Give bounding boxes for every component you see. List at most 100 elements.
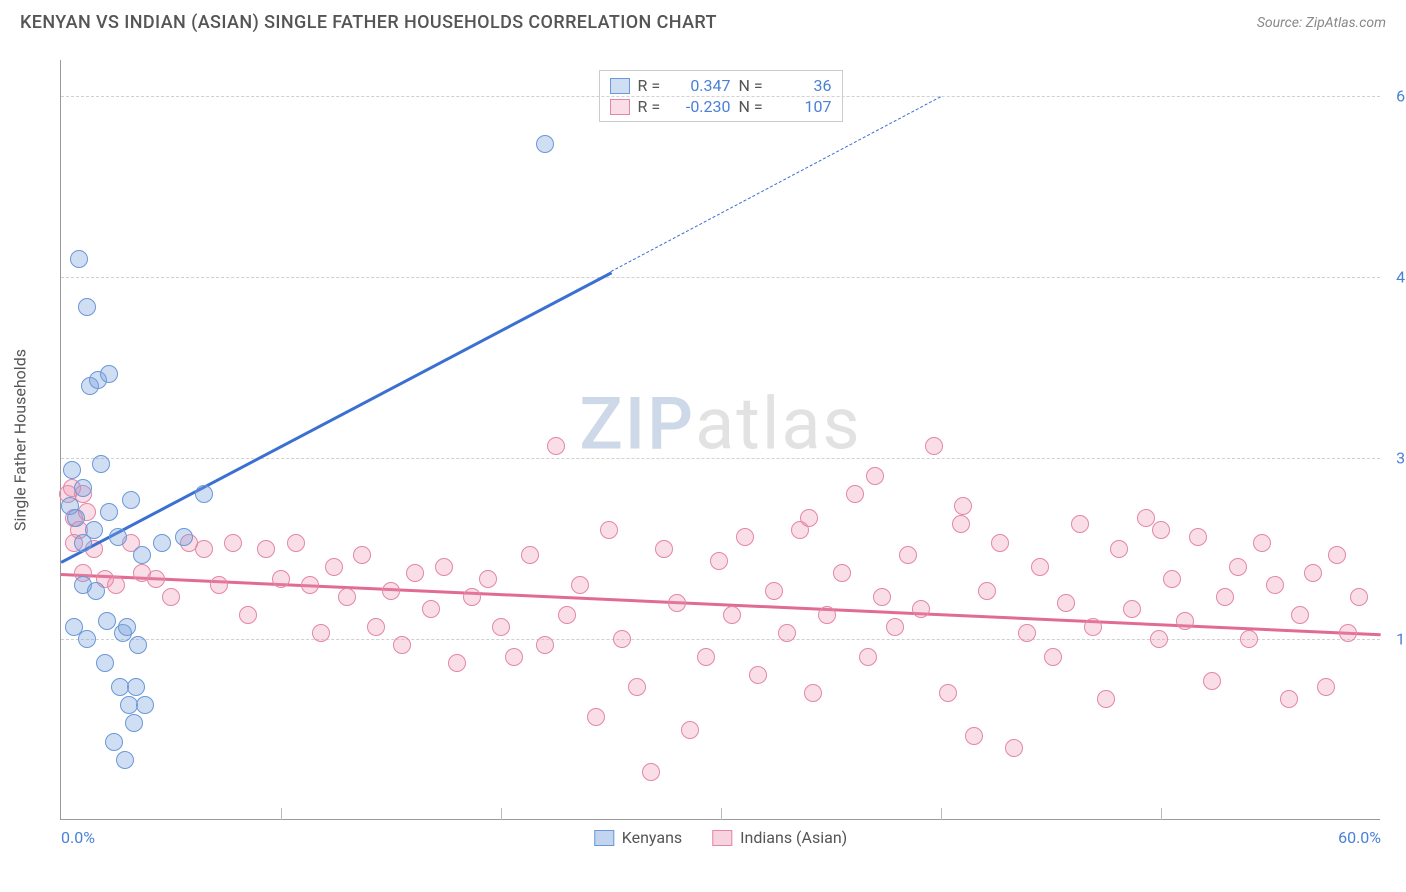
scatter-point — [96, 654, 114, 672]
scatter-point — [978, 582, 996, 600]
legend-item-indians: Indians (Asian) — [712, 828, 847, 847]
scatter-point — [710, 552, 728, 570]
scatter-point — [925, 437, 943, 455]
scatter-point — [765, 582, 783, 600]
scatter-point — [105, 733, 123, 751]
scatter-point — [1291, 606, 1309, 624]
scatter-point — [1229, 558, 1247, 576]
scatter-point — [85, 521, 103, 539]
n-label: N = — [739, 76, 769, 95]
scatter-point — [353, 546, 371, 564]
scatter-point — [129, 636, 147, 654]
scatter-point — [136, 696, 154, 714]
gridline-vertical — [281, 808, 282, 820]
scatter-point — [1018, 624, 1036, 642]
r-label: R = — [638, 97, 668, 116]
scatter-point — [1328, 546, 1346, 564]
scatter-point — [991, 534, 1009, 552]
scatter-point — [800, 509, 818, 527]
scatter-point — [536, 135, 554, 153]
scatter-point — [723, 606, 741, 624]
scatter-point — [87, 582, 105, 600]
scatter-point — [100, 503, 118, 521]
scatter-point — [736, 528, 754, 546]
scatter-point — [521, 546, 539, 564]
scatter-point — [558, 606, 576, 624]
scatter-point — [804, 684, 822, 702]
scatter-point — [859, 648, 877, 666]
scatter-point — [301, 576, 319, 594]
scatter-point — [287, 534, 305, 552]
y-axis-label: Single Father Households — [11, 349, 30, 531]
scatter-point — [668, 594, 686, 612]
scatter-point — [1110, 540, 1128, 558]
scatter-point — [116, 751, 134, 769]
scatter-point — [422, 600, 440, 618]
scatter-point — [749, 666, 767, 684]
scatter-point — [338, 588, 356, 606]
y-tick-label: 4.5% — [1396, 268, 1406, 287]
chart-area: Single Father Households ZIPatlas R = 0.… — [50, 50, 1390, 830]
scatter-point — [1163, 570, 1181, 588]
scatter-point — [367, 618, 385, 636]
scatter-point — [195, 540, 213, 558]
chart-title: KENYAN VS INDIAN (ASIAN) SINGLE FATHER H… — [20, 12, 717, 33]
scatter-point — [1253, 534, 1271, 552]
scatter-point — [239, 606, 257, 624]
swatch-kenyans — [610, 78, 630, 94]
legend-label-indians: Indians (Asian) — [740, 828, 847, 847]
scatter-point — [952, 515, 970, 533]
scatter-point — [1339, 624, 1357, 642]
scatter-point — [67, 509, 85, 527]
scatter-point — [122, 491, 140, 509]
gridline-vertical — [941, 808, 942, 820]
scatter-point — [954, 497, 972, 515]
scatter-point — [1005, 739, 1023, 757]
scatter-point — [1203, 672, 1221, 690]
scatter-point — [325, 558, 343, 576]
scatter-point — [1137, 509, 1155, 527]
scatter-point — [78, 298, 96, 316]
scatter-point — [681, 721, 699, 739]
scatter-point — [628, 678, 646, 696]
gridline-horizontal — [61, 639, 1380, 640]
scatter-point — [162, 588, 180, 606]
scatter-point — [613, 630, 631, 648]
scatter-point — [697, 648, 715, 666]
gridline-horizontal — [61, 96, 1380, 97]
scatter-point — [1317, 678, 1335, 696]
chart-header: KENYAN VS INDIAN (ASIAN) SINGLE FATHER H… — [0, 0, 1406, 41]
scatter-point — [210, 576, 228, 594]
scatter-point — [1084, 618, 1102, 636]
regression-line-extrapolated — [611, 96, 941, 272]
scatter-point — [70, 250, 88, 268]
scatter-point — [479, 570, 497, 588]
plot-box: ZIPatlas R = 0.347 N = 36 R = -0.230 N =… — [60, 60, 1380, 820]
scatter-point — [1152, 521, 1170, 539]
r-value-indians: -0.230 — [676, 97, 731, 116]
legend-item-kenyans: Kenyans — [594, 828, 682, 847]
scatter-point — [1240, 630, 1258, 648]
legend-row-indians: R = -0.230 N = 107 — [610, 96, 832, 117]
scatter-point — [1176, 612, 1194, 630]
scatter-point — [195, 485, 213, 503]
scatter-point — [257, 540, 275, 558]
gridline-vertical — [501, 808, 502, 820]
scatter-point — [1057, 594, 1075, 612]
scatter-point — [272, 570, 290, 588]
watermark-atlas: atlas — [695, 382, 862, 467]
scatter-point — [642, 763, 660, 781]
y-tick-label: 3.0% — [1396, 449, 1406, 468]
scatter-point — [74, 479, 92, 497]
scatter-point — [505, 648, 523, 666]
scatter-point — [1097, 690, 1115, 708]
legend-label-kenyans: Kenyans — [622, 828, 682, 847]
r-value-kenyans: 0.347 — [676, 76, 731, 95]
scatter-point — [1266, 576, 1284, 594]
scatter-point — [78, 630, 96, 648]
scatter-point — [818, 606, 836, 624]
scatter-point — [118, 618, 136, 636]
scatter-point — [153, 534, 171, 552]
scatter-point — [873, 588, 891, 606]
scatter-point — [98, 612, 116, 630]
